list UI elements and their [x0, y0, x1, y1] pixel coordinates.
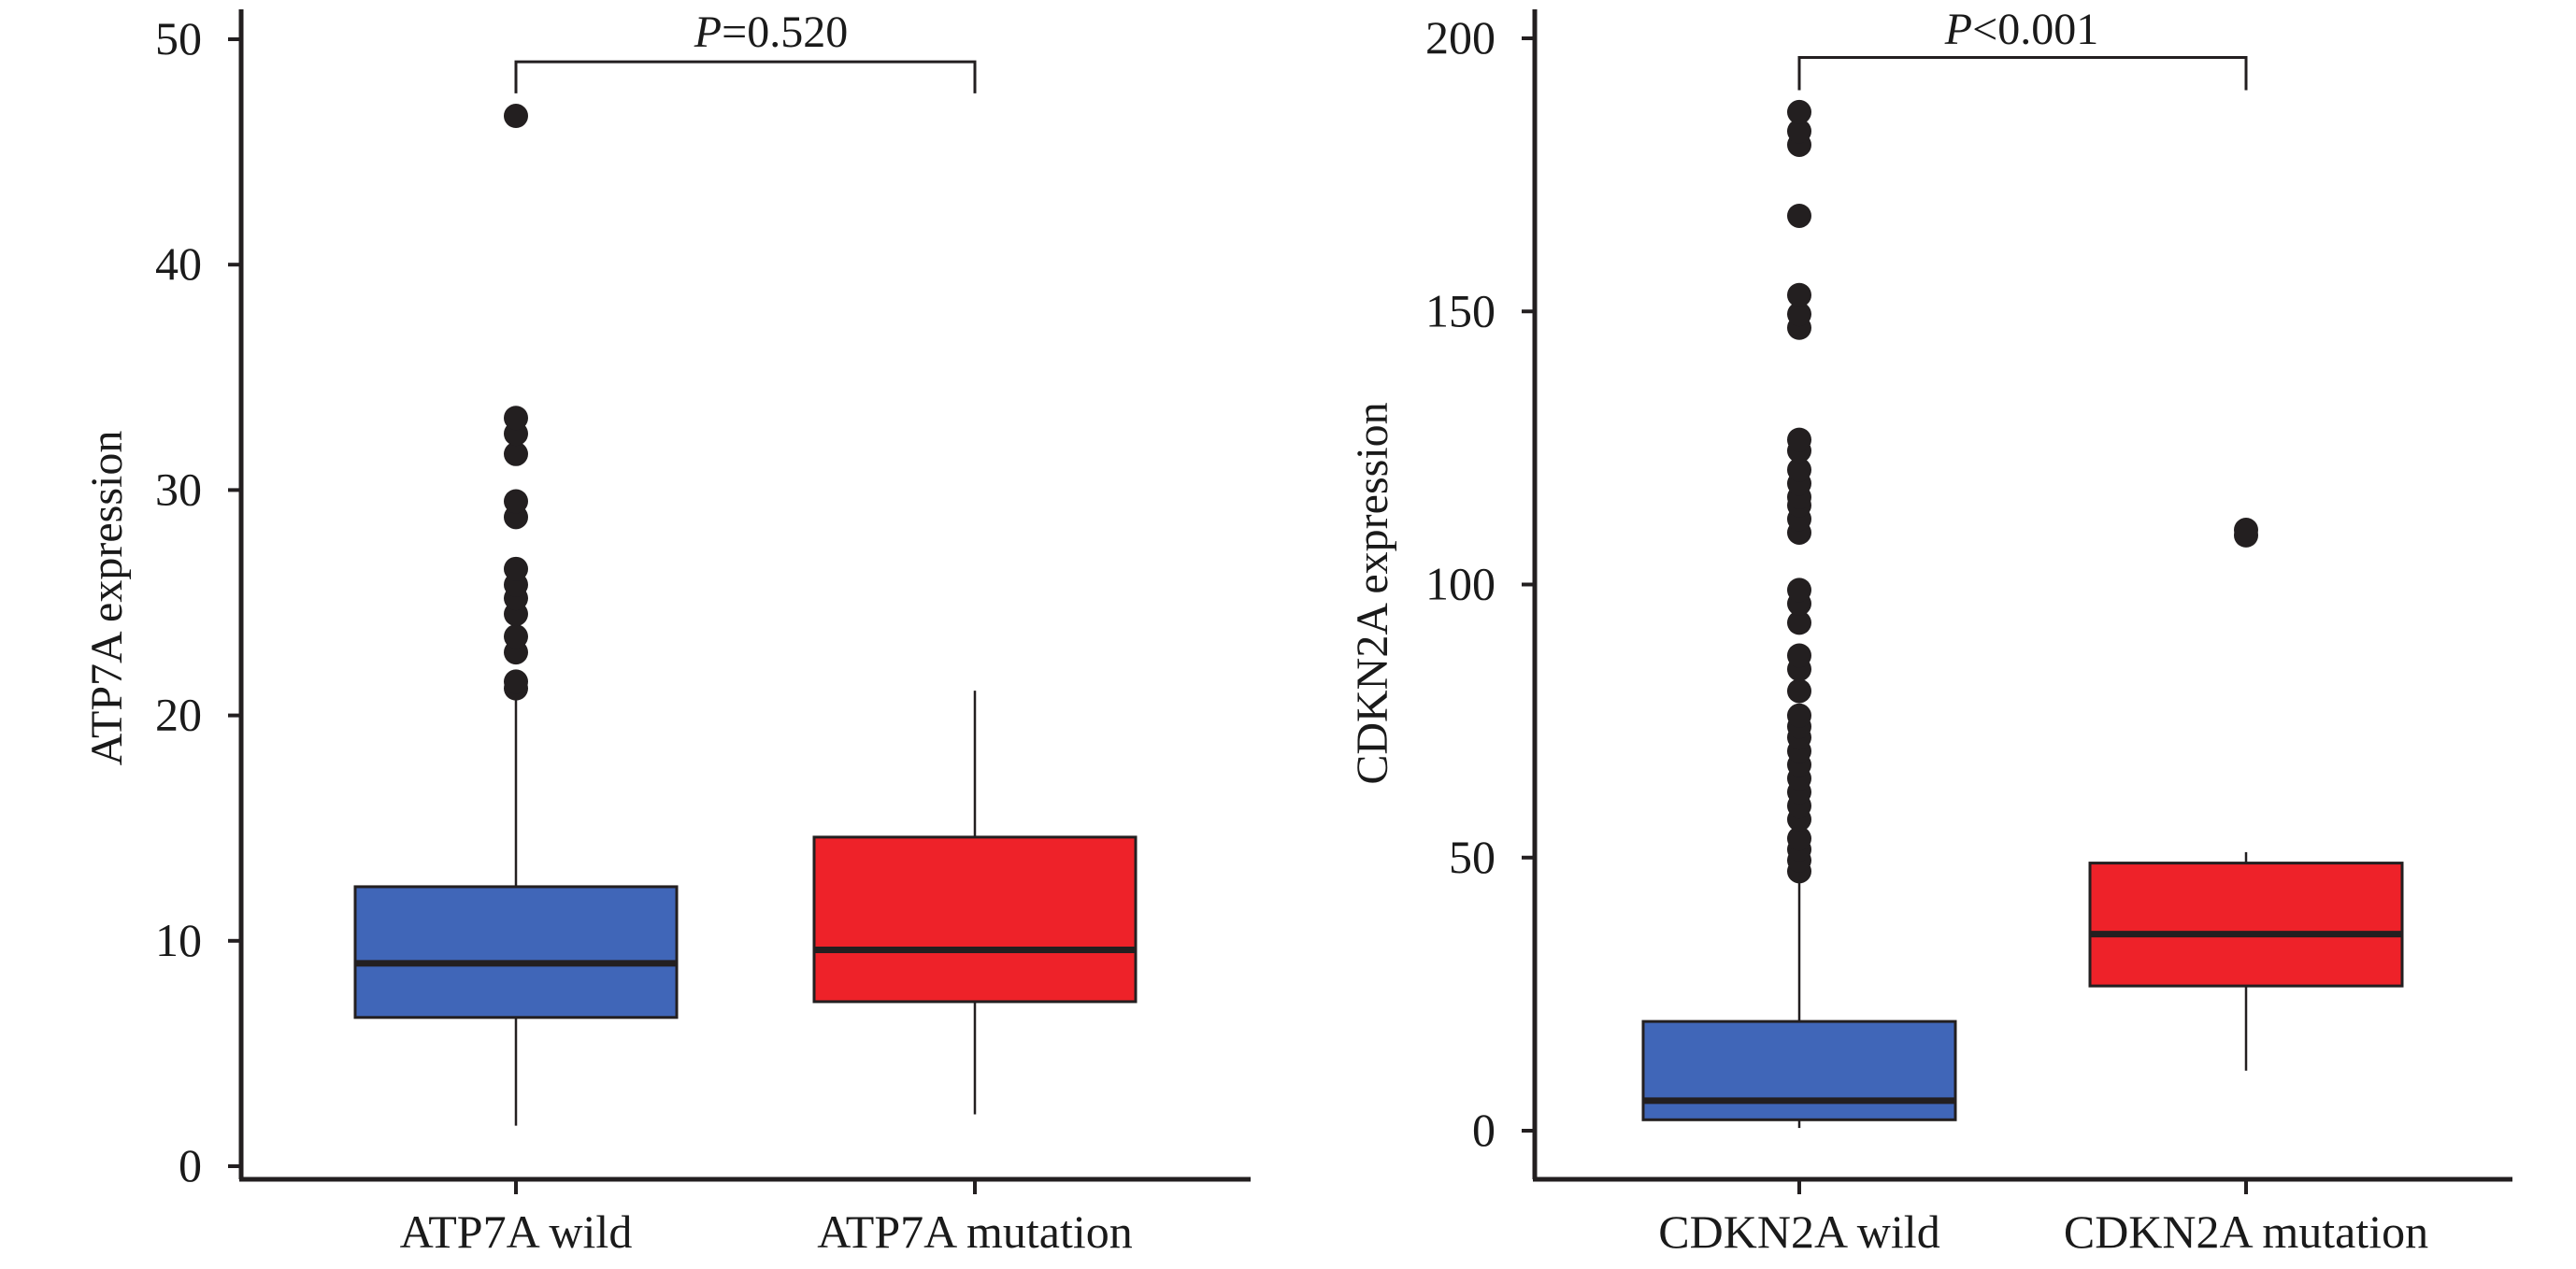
cdkn2a-boxplot-panel: CDKN2A expression 0 50 100 150 200 CDKN2A wi…	[1348, 5, 2512, 1258]
outlier-point	[1787, 703, 1811, 728]
outlier-point	[504, 556, 528, 581]
plot-marks: 0 50 100 150 200	[1425, 9, 2512, 1194]
outlier-point	[1787, 427, 1811, 452]
outlier-point	[1787, 119, 1811, 144]
y-tick-label: 0	[179, 1139, 202, 1191]
y-tick-label: 200	[1425, 11, 1496, 64]
box	[812, 835, 1138, 1004]
y-tick-label: 150	[1425, 284, 1496, 336]
outlier-point	[1787, 610, 1811, 635]
y-tick-label: 100	[1425, 558, 1496, 610]
outlier-point	[1787, 826, 1811, 851]
category-label: ATP7A wild	[400, 1205, 633, 1258]
outlier-point	[504, 489, 528, 514]
outlier-point	[1787, 577, 1811, 603]
p-value-label: P=0.520	[694, 7, 848, 57]
category-label: CDKN2A mutation	[2064, 1205, 2428, 1258]
significance-bracket	[514, 60, 977, 93]
category-label: CDKN2A wild	[1658, 1205, 1939, 1258]
significance-bracket	[1797, 55, 2248, 91]
y-tick-label: 50	[1449, 831, 1496, 883]
outlier-point	[504, 441, 528, 466]
outlier-point	[504, 669, 528, 694]
outlier-point	[504, 104, 528, 129]
outlier-point	[1787, 203, 1811, 228]
plot-marks: 0 10 20 30 40 50	[155, 9, 1251, 1194]
category-label: ATP7A mutation	[817, 1205, 1133, 1258]
outlier-point	[2234, 518, 2258, 543]
box	[2088, 862, 2404, 988]
y-axis-label: CDKN2A expression	[1348, 402, 1397, 784]
y-tick-label: 40	[155, 237, 202, 290]
y-tick-label: 10	[155, 914, 202, 966]
outlier-point	[504, 406, 528, 431]
y-tick-label: 20	[155, 689, 202, 741]
y-tick-label: 50	[155, 12, 202, 64]
outlier-point	[1787, 678, 1811, 704]
y-tick-label: 0	[1472, 1104, 1496, 1156]
outlier-point	[1787, 282, 1811, 307]
box	[1641, 1019, 1957, 1121]
outlier-point	[1787, 457, 1811, 482]
outlier-point	[1787, 99, 1811, 124]
p-value-label: P<0.001	[1944, 5, 2098, 54]
box	[353, 885, 679, 1019]
outlier-point	[504, 624, 528, 649]
outlier-point	[1787, 302, 1811, 327]
y-axis-label: ATP7A expression	[82, 431, 132, 766]
outlier-point	[1787, 643, 1811, 668]
y-tick-label: 30	[155, 463, 202, 515]
